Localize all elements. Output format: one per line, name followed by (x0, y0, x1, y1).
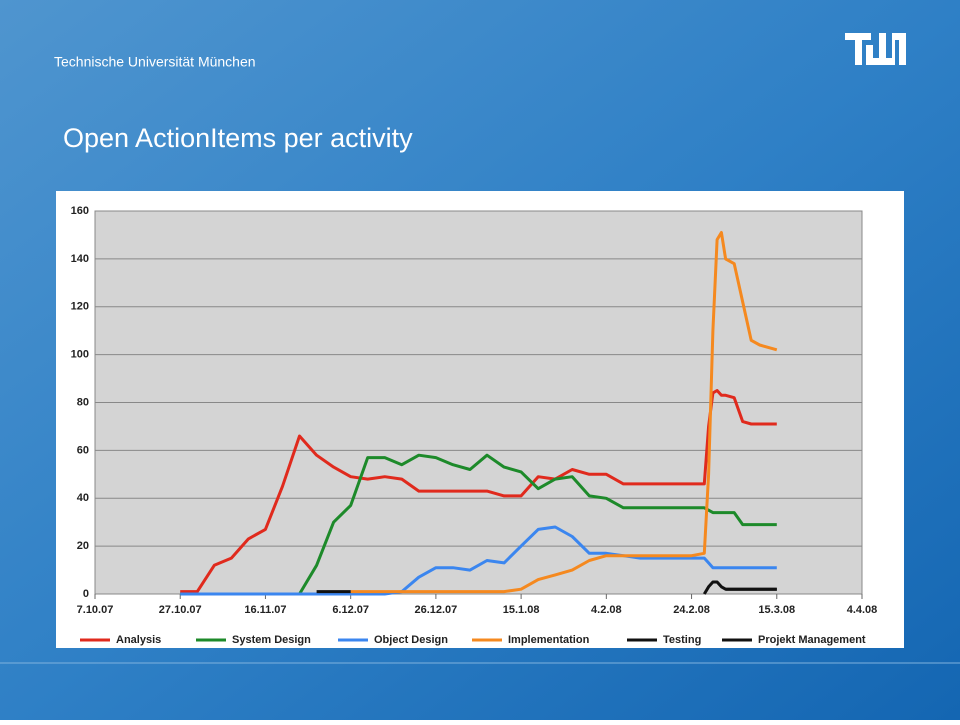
header: Technische Universität München (54, 54, 256, 70)
x-tick-label: 24.2.08 (673, 604, 710, 616)
y-tick-label: 160 (71, 205, 89, 217)
x-tick-label: 4.2.08 (591, 604, 622, 616)
x-tick-label: 15.3.08 (758, 604, 795, 616)
y-tick-label: 0 (83, 588, 89, 600)
x-tick-label: 6.12.07 (332, 604, 369, 616)
y-tick-label: 40 (77, 492, 89, 504)
x-tick-label: 16.11.07 (244, 604, 286, 616)
x-tick-label: 15.1.08 (503, 604, 540, 616)
legend-label: Analysis (116, 634, 161, 646)
legend-label: Implementation (508, 634, 590, 646)
series-line (350, 231, 778, 594)
legend-label: Object Design (374, 634, 448, 646)
series-line (180, 525, 777, 596)
y-tick-label: 80 (77, 396, 89, 408)
legend-label: Projekt Management (758, 634, 866, 646)
y-tick-label: 20 (77, 540, 89, 552)
y-tick-label: 120 (71, 301, 89, 313)
slide-title: Open ActionItems per activity (63, 123, 413, 153)
y-tick-label: 140 (71, 253, 89, 265)
y-tick-label: 100 (71, 349, 89, 361)
x-tick-label: 7.10.07 (77, 604, 114, 616)
legend-label: System Design (232, 634, 311, 646)
series-line (180, 389, 777, 594)
x-tick-label: 26.12.07 (414, 604, 457, 616)
y-tick-label: 60 (77, 444, 89, 456)
x-tick-label: 27.10.07 (159, 604, 202, 616)
logo (845, 33, 906, 65)
x-tick-label: 4.4.08 (847, 604, 878, 616)
legend-label: Testing (663, 634, 701, 646)
